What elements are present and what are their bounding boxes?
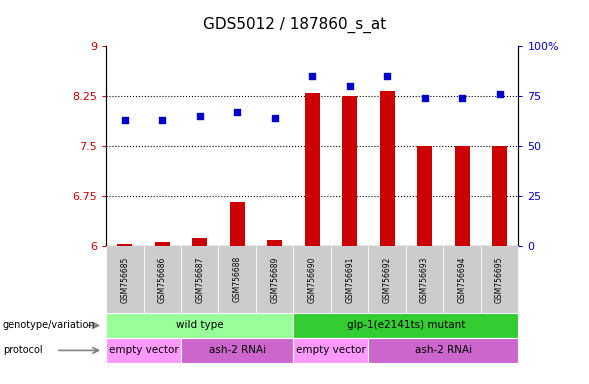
- Point: [458, 95, 467, 101]
- Bar: [455, 146, 469, 246]
- Bar: [230, 202, 244, 246]
- Text: GDS5012 / 187860_s_at: GDS5012 / 187860_s_at: [203, 17, 386, 33]
- Text: GSM756695: GSM756695: [495, 256, 504, 303]
- Bar: [192, 238, 207, 246]
- Text: GSM756687: GSM756687: [195, 256, 204, 303]
- Bar: [267, 240, 282, 246]
- Bar: [305, 93, 320, 246]
- Bar: [342, 96, 357, 246]
- Point: [382, 73, 392, 79]
- Text: GSM756691: GSM756691: [345, 256, 354, 303]
- Text: empty vector: empty vector: [108, 345, 178, 356]
- Text: GSM756685: GSM756685: [120, 256, 129, 303]
- Point: [495, 91, 504, 97]
- Bar: [155, 242, 170, 246]
- Text: GSM756693: GSM756693: [420, 256, 429, 303]
- Text: GSM756688: GSM756688: [233, 256, 241, 303]
- Point: [420, 95, 429, 101]
- Text: glp-1(e2141ts) mutant: glp-1(e2141ts) mutant: [347, 320, 465, 331]
- Text: GSM756694: GSM756694: [458, 256, 466, 303]
- Text: GSM756689: GSM756689: [270, 256, 279, 303]
- Text: ash-2 RNAi: ash-2 RNAi: [209, 345, 266, 356]
- Point: [120, 117, 130, 123]
- Text: GSM756690: GSM756690: [307, 256, 317, 303]
- Point: [345, 83, 355, 89]
- Point: [195, 113, 204, 119]
- Text: ash-2 RNAi: ash-2 RNAi: [415, 345, 472, 356]
- Text: GSM756686: GSM756686: [158, 256, 167, 303]
- Point: [270, 115, 279, 121]
- Text: genotype/variation: genotype/variation: [3, 320, 95, 331]
- Text: empty vector: empty vector: [296, 345, 366, 356]
- Point: [157, 117, 167, 123]
- Text: wild type: wild type: [176, 320, 224, 331]
- Point: [233, 109, 242, 115]
- Bar: [417, 146, 432, 246]
- Bar: [380, 91, 395, 246]
- Text: GSM756692: GSM756692: [383, 256, 392, 303]
- Bar: [492, 146, 507, 246]
- Text: protocol: protocol: [3, 345, 42, 356]
- Point: [307, 73, 317, 79]
- Bar: [117, 245, 133, 246]
